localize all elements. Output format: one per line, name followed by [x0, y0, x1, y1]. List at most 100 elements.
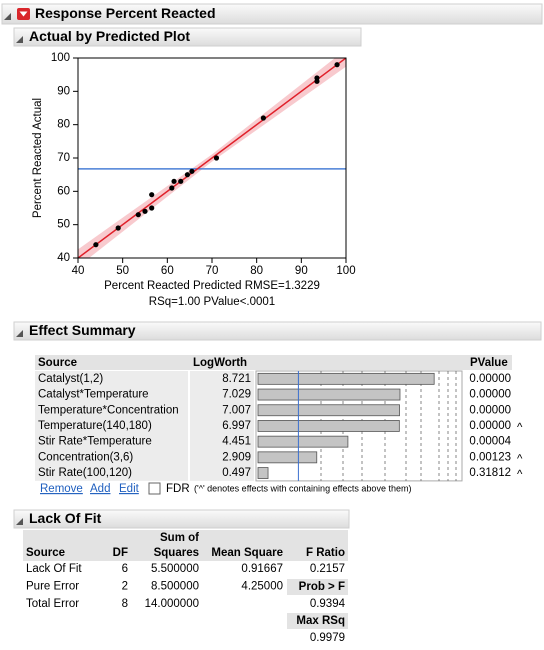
source: Catalyst*Temperature	[38, 389, 149, 401]
y-axis-label: Percent Reacted Actual	[32, 98, 44, 218]
pvalue: 0.31812	[469, 467, 511, 479]
x-tick-label: 90	[295, 265, 308, 277]
stat-label: Prob > F	[299, 581, 345, 593]
logworth: 7.007	[222, 404, 251, 416]
pvalue: 0.00123	[469, 451, 511, 463]
logworth-bar	[257, 435, 349, 448]
point	[178, 178, 184, 184]
point	[260, 115, 266, 121]
source: Catalyst(1,2)	[38, 373, 103, 385]
cell: 8	[122, 598, 128, 610]
point	[184, 172, 191, 178]
pvalue: 0.00000	[469, 404, 511, 416]
cell: 8.500000	[151, 581, 199, 593]
x-tick-label: 40	[72, 265, 85, 277]
stat-value: 0.9394	[310, 598, 346, 610]
note: ('^' denotes effects with containing eff…	[194, 483, 411, 493]
pvalue: 0.00000	[469, 420, 511, 432]
x-tick-label: 50	[116, 265, 129, 277]
cell: Lack Of Fit	[26, 563, 82, 575]
column-header: Mean Square	[211, 547, 283, 559]
fdr-label: FDR	[166, 483, 190, 495]
y-tick-label: 40	[57, 252, 70, 264]
point	[142, 208, 148, 214]
logworth: 2.909	[222, 451, 251, 463]
header-bar	[1, 3, 543, 25]
point	[334, 62, 340, 68]
cell: 5.500000	[151, 563, 199, 575]
logworth-bar	[257, 388, 401, 401]
section-bar	[13, 27, 362, 47]
y-tick-label: 70	[57, 152, 70, 164]
table-header	[35, 355, 512, 370]
logworth-bar	[257, 404, 400, 417]
column-header: Source	[38, 357, 77, 369]
cell: 0.91667	[241, 563, 283, 575]
column-header: F Ratio	[306, 547, 345, 559]
y-tick-label: 80	[57, 119, 70, 131]
source: Concentration(3,6)	[38, 451, 133, 463]
disclosure-icon[interactable]	[4, 13, 11, 20]
logworth-bar	[257, 451, 318, 464]
button-link[interactable]: Add	[90, 483, 110, 495]
cell: 6	[122, 563, 128, 575]
stat-header	[287, 579, 348, 595]
x-axis-label: Percent Reacted Predicted RMSE=1.3229	[104, 280, 320, 292]
x-axis-label: RSq=1.00 PValue<.0001	[149, 296, 275, 308]
stat-label: Max RSq	[296, 615, 345, 627]
button-link[interactable]: Remove	[40, 483, 83, 495]
point	[314, 75, 320, 81]
section-bar	[13, 509, 350, 529]
source: Stir Rate(100,120)	[38, 467, 132, 479]
point	[213, 155, 220, 161]
point	[171, 178, 177, 184]
disclosure-icon[interactable]	[16, 518, 23, 525]
cell: Total Error	[26, 598, 79, 610]
point	[149, 205, 155, 211]
column-header: Sum of	[160, 532, 199, 544]
header-title: Response Percent Reacted	[35, 5, 216, 21]
cell: 2	[122, 581, 128, 593]
logworth-bar	[257, 467, 269, 479]
pvalue: 0.00000	[469, 373, 511, 385]
pvalue: 0.00004	[469, 436, 511, 448]
logworth: 8.721	[222, 373, 251, 385]
cell: 0.2157	[310, 563, 345, 575]
point	[169, 185, 175, 191]
containing-flag: ^	[517, 422, 523, 434]
point	[115, 225, 121, 231]
x-tick-label: 100	[336, 265, 355, 277]
cell: Pure Error	[26, 581, 79, 593]
column-header: PValue	[470, 357, 508, 369]
y-tick-label: 100	[51, 52, 70, 64]
column-header: Source	[26, 547, 65, 559]
column-header: Squares	[154, 547, 199, 559]
logworth: 7.029	[222, 389, 251, 401]
logworth-bar	[257, 420, 400, 432]
fit-line	[78, 58, 346, 258]
source: Temperature*Concentration	[38, 404, 179, 416]
point	[149, 192, 155, 198]
source-column	[35, 371, 188, 481]
disclosure-icon[interactable]	[16, 330, 23, 337]
source: Temperature(140,180)	[38, 420, 152, 432]
point	[93, 242, 99, 248]
y-tick-label: 90	[57, 85, 70, 97]
point	[189, 168, 195, 174]
cell: 4.25000	[241, 581, 283, 593]
pvalue: 0.00000	[469, 389, 511, 401]
logworth: 4.451	[222, 436, 251, 448]
logworth: 0.497	[222, 467, 251, 479]
logworth-bar	[257, 372, 435, 385]
section-title: Effect Summary	[29, 322, 136, 338]
disclosure-icon[interactable]	[16, 36, 23, 43]
section-title: Actual by Predicted Plot	[29, 28, 190, 44]
column-header: DF	[113, 547, 128, 559]
stat-header	[287, 613, 348, 629]
fdr-checkbox[interactable]	[148, 482, 161, 495]
column-header: LogWorth	[193, 357, 247, 369]
button-link[interactable]: Edit	[119, 483, 140, 495]
logworth: 6.997	[222, 420, 251, 432]
